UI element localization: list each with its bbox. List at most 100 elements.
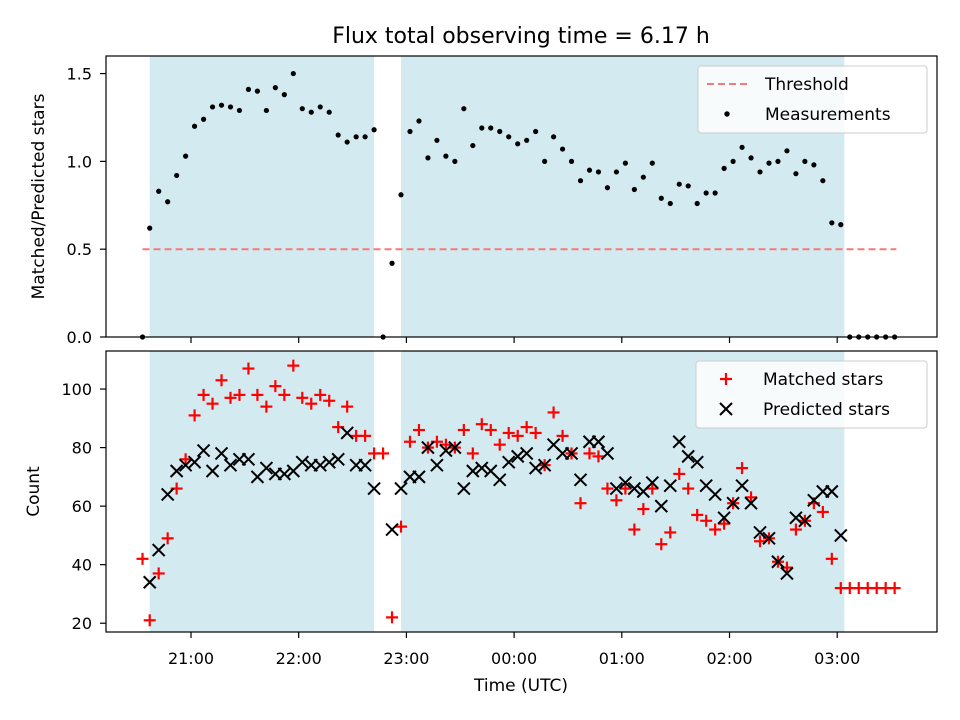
measurement-point (344, 139, 350, 145)
predicted-stars-points (143, 426, 848, 589)
matched-star-point (188, 409, 201, 422)
measurement-point (416, 118, 422, 124)
measurement-point (488, 125, 494, 131)
predicted-star-point (385, 522, 399, 537)
measurement-point (757, 169, 763, 175)
predicted-star-point (439, 443, 453, 458)
predicted-star-point (457, 481, 471, 496)
predicted-stars-legend-label: Predicted stars (763, 400, 890, 420)
y-tick-label: 0.5 (67, 240, 92, 259)
y-tick-label: 100 (61, 380, 92, 399)
top-axes-frame (105, 55, 938, 338)
predicted-star-point (331, 452, 345, 467)
measurement-point (398, 192, 404, 198)
measurement-point (739, 144, 745, 150)
measurement-point (640, 174, 646, 180)
matched-star-point (529, 426, 542, 439)
measurement-point (497, 128, 503, 135)
measurement-point (694, 200, 700, 207)
matched-star-point (395, 520, 408, 533)
bottom-axes-frame (105, 350, 938, 633)
measurement-points (139, 70, 898, 340)
predicted-star-point (753, 525, 767, 540)
matched-star-point (251, 388, 264, 401)
predicted-star-point (295, 455, 309, 469)
predicted-star-point (358, 458, 372, 472)
predicted-star-point (151, 543, 166, 557)
measurement-point (362, 134, 368, 140)
predicted-star-point (780, 566, 794, 581)
measurement-point (371, 127, 377, 133)
measurements-legend-swatch (724, 111, 730, 117)
predicted-star-point (277, 467, 292, 481)
matched-star-point (466, 447, 479, 460)
bottom-legend-box (695, 360, 928, 429)
matched-star-point (825, 552, 838, 565)
matched-star-point (816, 505, 829, 518)
bottom-y-ticks: 20 40 60 80 100 (61, 380, 106, 633)
matched-star-point (136, 552, 149, 565)
measurement-point (802, 158, 808, 164)
predicted-star-point (591, 435, 606, 449)
measurement-point (290, 70, 296, 77)
measurement-point (263, 107, 269, 114)
predicted-star-point (313, 458, 327, 472)
predicted-star-point (493, 473, 507, 487)
matched-star-point (556, 429, 569, 442)
measurement-point (174, 172, 180, 179)
predicted-star-point (528, 461, 543, 475)
matched-star-point (457, 424, 470, 437)
measurement-point (191, 123, 198, 129)
measurement-point (183, 153, 189, 159)
matched-star-point (206, 397, 219, 410)
predicted-star-point (430, 458, 444, 472)
predicted-star-point (771, 555, 785, 569)
predicted-star-point (367, 481, 381, 496)
predicted-star-point (744, 496, 758, 510)
measurement-point (766, 160, 772, 166)
predicted-star-point (510, 449, 525, 464)
predicted-star-point (690, 455, 704, 469)
matched-star-point (152, 567, 165, 580)
predicted-star-point (681, 449, 695, 464)
matched-star-point (502, 426, 515, 439)
predicted-star-point (825, 484, 839, 499)
matched-star-point (269, 380, 282, 393)
chart-title: Flux total observing time = 6.17 h (332, 24, 710, 49)
measurement-point (595, 169, 602, 175)
measurement-point (550, 134, 557, 140)
predicted-star-point (223, 458, 238, 472)
measurement-point (730, 158, 736, 164)
measurement-point (604, 185, 611, 191)
matched-star-point (412, 424, 425, 437)
measurement-point (811, 162, 817, 168)
measurement-point (353, 134, 359, 140)
matched-star-point (278, 388, 291, 401)
matched-star-point (646, 482, 659, 495)
measurement-point (533, 128, 539, 135)
matched-star-point (260, 400, 273, 413)
predicted-star-point (834, 528, 848, 543)
measurement-point (838, 222, 844, 228)
matched-star-point (655, 538, 668, 551)
predicted-star-point (448, 440, 462, 455)
matched-star-point (601, 482, 614, 495)
predicted-star-point (143, 575, 157, 589)
predicted-star-point (519, 446, 534, 461)
matched-stars-legend-swatch (720, 373, 732, 385)
matched-star-point (700, 514, 713, 527)
matched-star-point (484, 424, 497, 437)
matched-star-point (233, 388, 246, 401)
y-tick-label: 80 (72, 439, 92, 458)
measurement-point (703, 190, 709, 196)
matched-star-point (403, 435, 416, 448)
measurement-point (658, 195, 664, 201)
measurement-point (748, 155, 754, 161)
x-tick-label: 23:00 (383, 649, 429, 668)
matched-star-point (709, 523, 722, 536)
measurement-point (156, 188, 162, 194)
predicted-star-point (564, 446, 579, 461)
y-tick-label: 0.0 (67, 328, 92, 347)
predicted-stars-legend-swatch (719, 402, 733, 416)
